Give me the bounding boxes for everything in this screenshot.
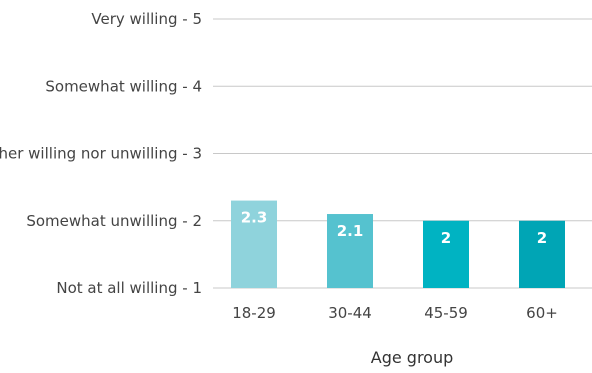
y-tick-label: Somewhat unwilling - 2: [26, 212, 202, 230]
bar: [327, 214, 373, 288]
y-tick-label: Somewhat willing - 4: [45, 77, 202, 95]
x-axis-title: Age group: [371, 348, 454, 367]
x-axis-ticks: 18-29 30-44 45-59 60+: [232, 304, 558, 322]
y-axis-ticks: Very willing - 5 Somewhat willing - 4 Neit…: [0, 10, 202, 297]
y-tick-label: Neither willing nor unwilling - 3: [0, 145, 202, 163]
bar: [519, 220, 565, 288]
x-tick-label: 30-44: [328, 304, 372, 322]
bar: [231, 200, 277, 288]
bars: [231, 200, 565, 288]
bar-value-label: 2.3: [241, 209, 268, 227]
y-tick-label: Not at all willing - 1: [56, 279, 202, 297]
x-tick-label: 60+: [526, 304, 558, 322]
bar-value-label: 2: [537, 229, 547, 247]
y-tick-label: Very willing - 5: [91, 10, 202, 28]
bar-value-label: 2: [441, 229, 451, 247]
x-tick-label: 45-59: [424, 304, 468, 322]
bar: [423, 220, 469, 288]
bar-value-labels: 2.3 2.1 2 2: [241, 209, 548, 247]
x-tick-label: 18-29: [232, 304, 276, 322]
bar-value-label: 2.1: [337, 222, 364, 240]
